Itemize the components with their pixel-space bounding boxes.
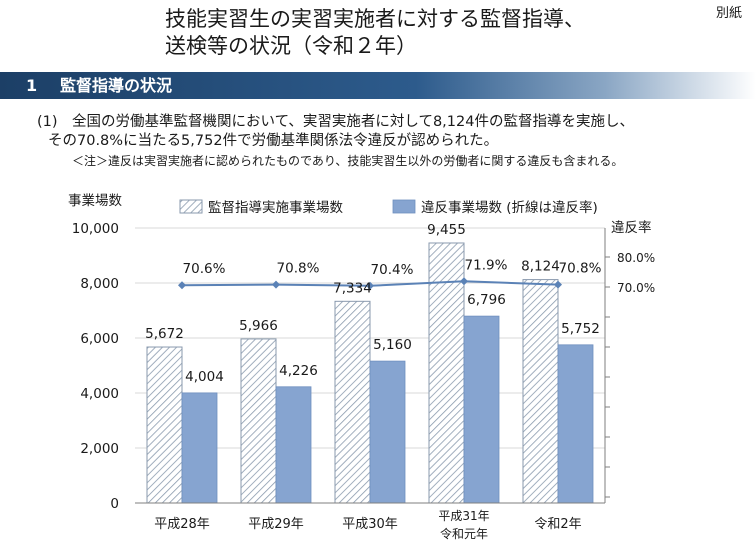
bar-inspections (522, 279, 559, 504)
paragraph-text-line2: その70.8%に当たる5,752件で労働基準関係法令違反が認められた。 (48, 133, 499, 149)
legend-label-inspections: 監督指導実施事業場数 (208, 199, 343, 216)
x-tick-label: 平成29年 (248, 517, 304, 532)
page-title: 技能実習生の実習実施者に対する監督指導、 送検等の状況（令和２年） (165, 6, 585, 60)
bar-inspections-label: 5,672 (145, 326, 184, 342)
paragraph-note: ＜注＞違反は実習実施者に認められたものであり、技能実習生以外の労働者に関する違反… (72, 154, 624, 168)
x-tick-label: 平成28年 (154, 517, 210, 532)
y-tick-label: 8,000 (80, 276, 119, 292)
rate-marker (272, 280, 280, 289)
page-title-line1: 技能実習生の実習実施者に対する監督指導、 (165, 7, 585, 31)
y-tick-label: 2,000 (80, 441, 119, 457)
bar-inspections (146, 346, 183, 504)
attachment-label: 別紙 (715, 6, 742, 21)
bar-violations-label: 6,796 (467, 292, 506, 308)
rate-label: 70.6% (183, 261, 226, 277)
bar-violations-label: 5,752 (561, 321, 600, 337)
section-title: 監督指導の状況 (60, 76, 173, 95)
y2-tick-label: 80.0% (617, 251, 655, 265)
x-tick-label: 平成31年 (438, 509, 489, 523)
rate-label: 70.8% (559, 261, 602, 277)
rate-label: 70.4% (371, 262, 414, 278)
rate-marker (366, 281, 374, 290)
y-tick-label: 0 (110, 496, 119, 512)
paragraph-number: (1) (37, 114, 58, 130)
section-number: 1 (26, 76, 38, 95)
bar-violations (275, 386, 312, 504)
bar-inspections-label: 8,124 (521, 259, 560, 275)
rate-marker (554, 280, 562, 289)
rate-marker (460, 277, 468, 286)
x-tick-label: 平成30年 (342, 517, 398, 532)
x-tick-label: 令和2年 (534, 517, 581, 532)
bar-inspections-label: 7,334 (333, 280, 372, 296)
y-tick-label: 6,000 (80, 331, 119, 347)
y-tick-label: 4,000 (80, 386, 119, 402)
bar-violations-label: 4,226 (279, 363, 318, 379)
bar-violations (369, 360, 406, 504)
bar-violations-label: 4,004 (185, 369, 224, 385)
bar-violations-label: 5,160 (373, 337, 412, 353)
bar-violations (557, 344, 594, 504)
x-tick-label: 令和元年 (440, 526, 488, 541)
bar-inspections-label: 5,966 (239, 318, 278, 334)
bar-inspections-label: 9,455 (427, 222, 466, 238)
section-header: 1 監督指導の状況 (0, 72, 756, 99)
legend-label-violations: 違反事業場数 (折線は違反率) (421, 199, 598, 216)
bar-violations (181, 392, 218, 504)
summary-line1: (1) 全国の労働基準監督機関において、実習実施者に対して8,124件の監督指導… (37, 113, 634, 132)
legend-swatch-inspections (179, 199, 203, 214)
bar-inspections (334, 300, 371, 504)
bar-violations (463, 315, 500, 504)
y-axis-title: 事業場数 (68, 193, 122, 209)
rate-label: 71.9% (465, 257, 508, 273)
summary-paragraph: (1) 全国の労働基準監督機関において、実習実施者に対して8,124件の監督指導… (37, 113, 634, 151)
bar-inspections (240, 338, 277, 504)
legend-swatch-violations (392, 199, 416, 214)
paragraph-text-line1: 全国の労働基準監督機関において、実習実施者に対して8,124件の監督指導を実施し… (72, 114, 634, 130)
page-title-line2: 送検等の状況（令和２年） (165, 34, 417, 58)
rate-label: 70.8% (277, 261, 320, 277)
y-tick-label: 10,000 (72, 221, 119, 237)
rate-marker (178, 281, 186, 290)
y2-axis-title: 違反率 (611, 219, 652, 236)
y2-tick-label: 70.0% (617, 281, 655, 295)
